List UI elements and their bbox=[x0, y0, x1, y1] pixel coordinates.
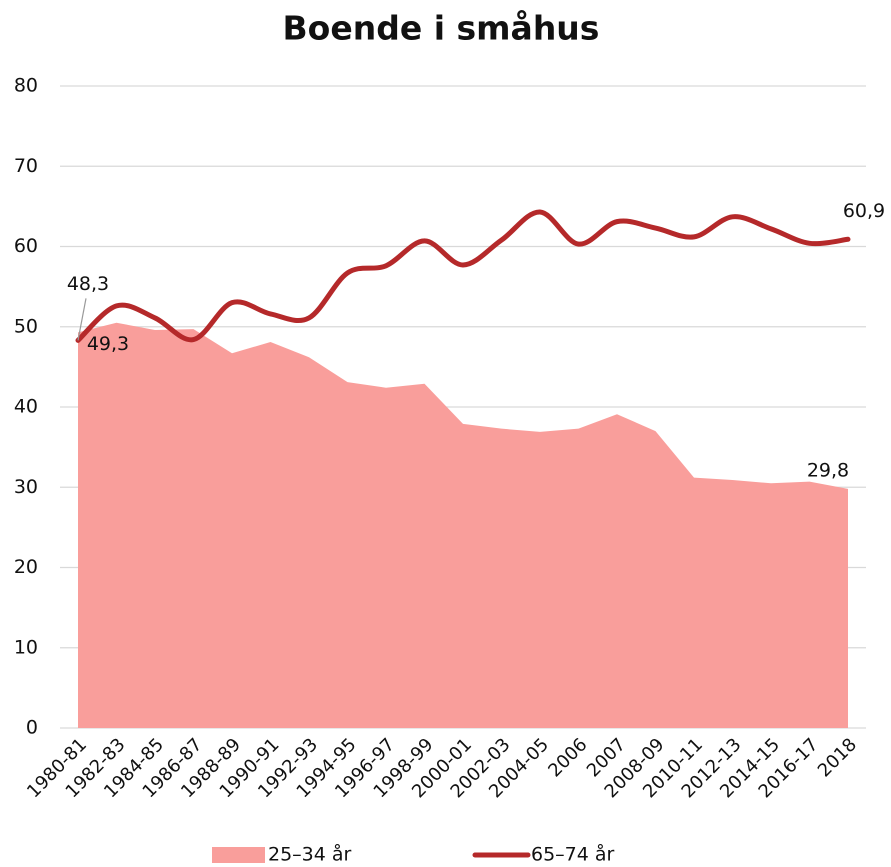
legend-swatch bbox=[212, 847, 265, 863]
data-label: 49,3 bbox=[87, 333, 129, 355]
y-tick-label: 30 bbox=[14, 476, 38, 498]
data-label: 29,8 bbox=[807, 459, 849, 481]
y-tick-label: 70 bbox=[14, 155, 38, 177]
x-tick-label: 2006 bbox=[544, 734, 591, 781]
y-tick-label: 40 bbox=[14, 396, 38, 418]
legend-label: 65–74 år bbox=[531, 843, 615, 866]
data-label: 48,3 bbox=[67, 273, 109, 295]
y-tick-label: 10 bbox=[14, 636, 38, 658]
y-tick-label: 60 bbox=[14, 235, 38, 257]
y-tick-label: 80 bbox=[14, 75, 38, 97]
y-tick-label: 50 bbox=[14, 315, 38, 337]
chart-title: Boende i småhus bbox=[283, 9, 600, 48]
data-label: 60,9 bbox=[843, 200, 885, 222]
leader-line bbox=[77, 298, 87, 341]
line bbox=[75, 209, 851, 343]
legend-label: 25–34 år bbox=[268, 843, 352, 866]
y-tick-label: 20 bbox=[14, 556, 38, 578]
y-tick-label: 0 bbox=[26, 717, 38, 739]
x-tick-label: 2018 bbox=[814, 734, 861, 781]
area bbox=[78, 322, 848, 728]
